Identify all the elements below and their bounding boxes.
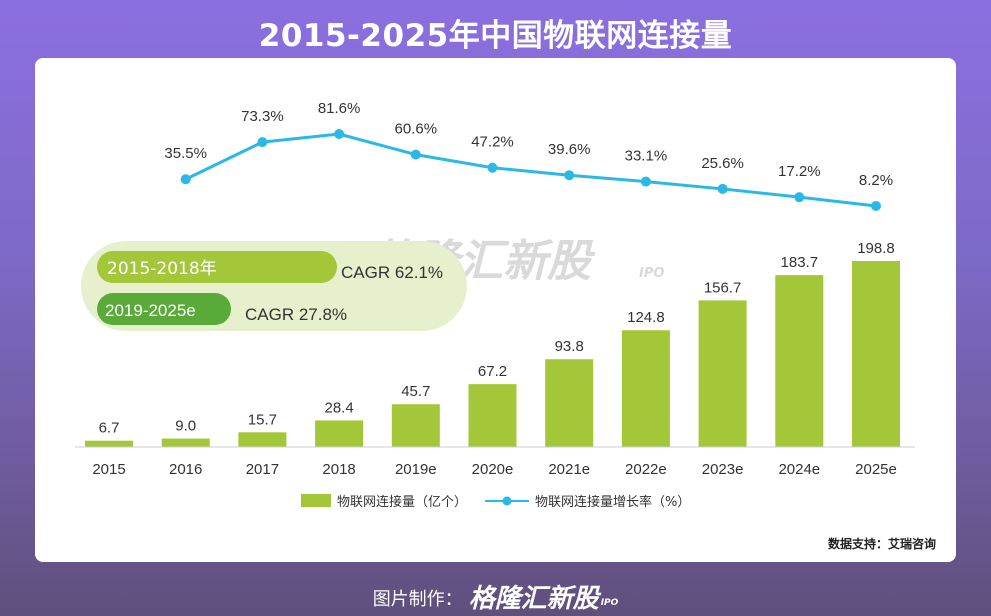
growth-label-2021e: 39.6%: [548, 141, 591, 158]
page-title: 2015-2025年中国物联网连接量: [258, 18, 733, 54]
legend-bar-label: 物联网连接量（亿个）: [337, 494, 467, 510]
line-series: 35.5% 73.3% 81.6% 60.6% 47.2% 39.6% 33.1% 25.6%…: [164, 100, 893, 211]
x-tick-2022e: 2022e: [625, 461, 667, 478]
footer-brand: 格隆汇新股: [468, 584, 599, 614]
bar-label-2023e: 156.7: [704, 279, 742, 296]
x-tick-2016: 2016: [169, 461, 202, 478]
bar-2017: [238, 432, 287, 447]
growth-label-2022e: 33.1%: [625, 148, 668, 165]
growth-point-2023e: [717, 183, 728, 194]
x-tick-2018: 2018: [322, 461, 355, 478]
growth-label-2017: 73.3%: [241, 108, 284, 125]
bar-label-2022e: 124.8: [627, 309, 665, 326]
cagr-value-2: CAGR 27.8%: [245, 305, 347, 324]
growth-label-2024e: 17.2%: [778, 163, 821, 180]
growth-line: [185, 132, 877, 208]
growth-point-2022e: [640, 176, 651, 187]
growth-label-2019e: 60.6%: [395, 121, 438, 138]
x-tick-2017: 2017: [246, 461, 279, 478]
footer-label: 图片制作：: [372, 589, 463, 610]
bar-2024e: [775, 275, 824, 447]
growth-label-2020e: 47.2%: [471, 134, 514, 151]
legend-bar-swatch: [301, 494, 331, 507]
growth-point-2018: [334, 129, 345, 139]
growth-label-2025e: 8.2%: [859, 172, 893, 189]
x-tick-2015: 2015: [92, 461, 125, 478]
cagr-value-1: CAGR 62.1%: [341, 263, 443, 282]
growth-label-2016: 35.5%: [164, 145, 207, 162]
footer-brand-ipo: IPO: [600, 598, 619, 608]
bar-label-2016: 9.0: [175, 418, 196, 435]
bar-2023e: [698, 300, 747, 447]
bar-2022e: [621, 330, 670, 447]
cagr-period-1: 2015-2018年: [107, 259, 217, 279]
watermark-ipo-text: IPO: [639, 266, 664, 281]
bar-label-2019e: 45.7: [401, 383, 430, 400]
bar-label-2020e: 67.2: [478, 363, 507, 380]
source-note: 数据支持：艾瑞咨询: [827, 537, 936, 551]
x-tick-2019e: 2019e: [395, 461, 437, 478]
bar-2020e: [468, 384, 517, 447]
growth-point-2024e: [794, 192, 805, 203]
cagr-pill-2: [97, 293, 231, 325]
bar-2016: [161, 438, 210, 447]
growth-point-2020e: [487, 162, 498, 173]
growth-point-2019e: [410, 149, 421, 160]
legend: 物联网连接量（亿个） 物联网连接量增长率（%）: [301, 494, 690, 510]
x-tick-2025e: 2025e: [855, 461, 897, 478]
bar-label-2024e: 183.7: [781, 254, 819, 271]
legend-line-marker: [502, 496, 512, 506]
bar-label-2017: 15.7: [248, 411, 277, 428]
growth-point-2025e: [871, 201, 881, 211]
x-tick-2020e: 2020e: [472, 461, 514, 478]
x-tick-2023e: 2023e: [702, 461, 744, 478]
bar-label-2025e: 198.8: [857, 240, 895, 257]
x-tick-2024e: 2024e: [778, 461, 820, 478]
chart-svg: 格隆汇新股 IPO 2015-2018年 CAGR 62.1% 2019-202…: [75, 100, 915, 510]
bar-2018: [315, 420, 364, 447]
legend-line-label: 物联网连接量增长率（%）: [535, 494, 690, 510]
footer: 图片制作： 格隆汇新股 IPO: [0, 578, 991, 615]
bar-series: 6.7 2015 9.0 2016 15.7 2017 28.4 2018 45.7 2019e 6…: [85, 240, 900, 478]
x-tick-2021e: 2021e: [548, 461, 590, 478]
growth-label-2023e: 25.6%: [701, 155, 744, 172]
cagr-box: 2015-2018年 CAGR 62.1% 2019-2025e CAGR 27…: [81, 241, 467, 331]
growth-point-2017: [257, 137, 268, 148]
bar-2019e: [391, 404, 440, 447]
chart-card: 格隆汇新股 IPO 2015-2018年 CAGR 62.1% 2019-202…: [35, 58, 956, 562]
bar-2015: [85, 440, 133, 447]
cagr-pill-1: [97, 251, 337, 283]
bar-label-2021e: 93.8: [555, 338, 584, 355]
growth-label-2018: 81.6%: [318, 100, 361, 117]
bar-2025e: [852, 261, 900, 447]
growth-point-2021e: [564, 170, 575, 181]
bar-label-2018: 28.4: [324, 399, 353, 416]
cagr-period-2: 2019-2025e: [105, 301, 196, 320]
bar-label-2015: 6.7: [99, 420, 120, 437]
growth-point-2016: [180, 174, 191, 185]
bar-2021e: [545, 359, 594, 447]
